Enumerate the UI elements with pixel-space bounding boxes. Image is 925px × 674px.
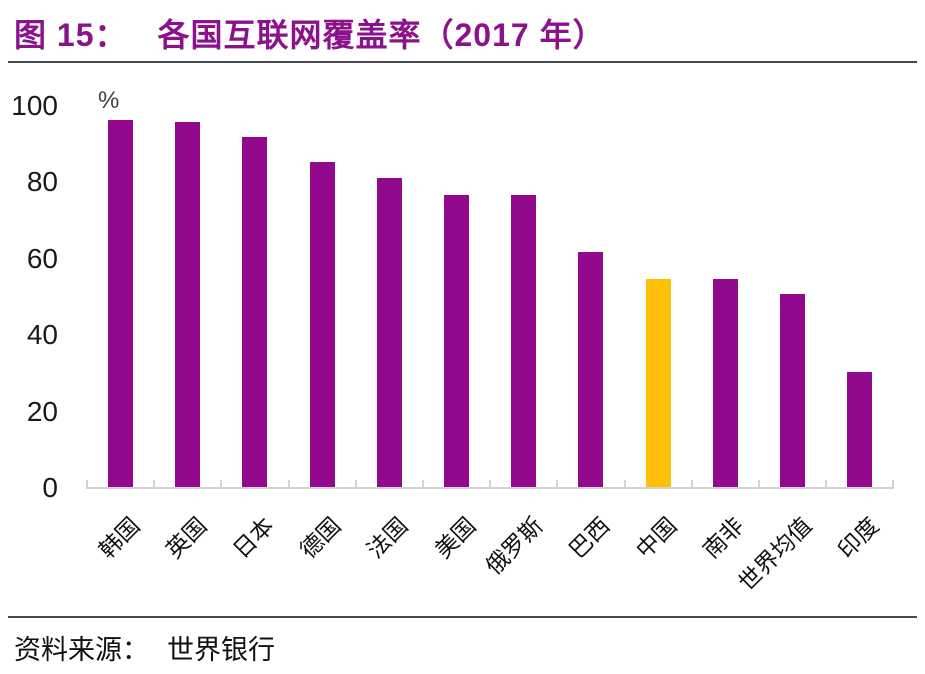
figure-number: 图 15：: [14, 17, 128, 53]
bar-印度: [847, 372, 873, 487]
source-value: 世界银行: [167, 635, 275, 665]
x-axis-tick: [489, 480, 492, 487]
bar-世界均值: [780, 294, 805, 487]
x-axis-tick: [421, 480, 424, 487]
bar-美国: [444, 195, 469, 487]
x-category-label-韩国: 韩国: [93, 512, 145, 564]
x-axis-tick: [85, 480, 88, 487]
y-tick-label-100: 100: [11, 90, 58, 121]
figure-title-text: 各国互联网覆盖率（2017 年）: [157, 17, 606, 53]
y-tick-label-60: 60: [26, 242, 58, 274]
bar-韩国: [108, 120, 133, 487]
y-axis-unit-label: %: [98, 87, 120, 114]
x-axis-tick: [757, 480, 760, 487]
x-axis-tick: [556, 480, 559, 487]
x-axis-tick: [220, 480, 223, 487]
x-axis-tick: [354, 480, 357, 487]
footer-divider: [8, 616, 917, 618]
y-tick-label-40: 40: [26, 319, 58, 351]
bar-chart: % 0 20 40 60 80 100 韩国 英国 日本 德国 法国 美国 俄罗斯 巴西 中国 南非 世界均值…: [0, 75, 925, 610]
x-axis-tick: [287, 480, 290, 487]
source-label: 资料来源：: [14, 635, 149, 665]
x-axis-tick: [623, 480, 626, 487]
bar-日本: [242, 137, 268, 487]
x-category-label-印度: 印度: [832, 512, 884, 564]
x-axis-line: [86, 487, 894, 489]
x-axis-tick: [892, 480, 895, 487]
source-line: 资料来源： 世界银行: [14, 628, 275, 667]
bar-俄罗斯: [511, 195, 537, 487]
x-category-label-德国: 德国: [294, 512, 346, 564]
figure-title: 图 15： 各国互联网覆盖率（2017 年）: [14, 10, 606, 56]
x-category-label-日本: 日本: [227, 512, 279, 564]
x-axis-tick: [153, 480, 156, 487]
bar-法国: [376, 178, 402, 487]
x-category-label-巴西: 巴西: [563, 512, 615, 564]
header-divider: [8, 61, 917, 63]
y-tick-label-20: 20: [26, 395, 58, 427]
y-tick-label-0: 0: [42, 472, 58, 503]
x-category-label-南非: 南非: [698, 512, 749, 564]
x-category-label-美国: 美国: [429, 512, 481, 564]
bar-德国: [309, 162, 335, 487]
bar-英国: [175, 122, 201, 487]
y-tick-label-80: 80: [26, 166, 58, 198]
bar-巴西: [578, 252, 604, 487]
x-category-label-中国: 中国: [630, 512, 682, 564]
bar-南非: [712, 279, 738, 487]
x-category-label-英国: 英国: [160, 512, 212, 564]
x-axis-tick: [690, 480, 693, 487]
x-axis-tick: [825, 480, 828, 487]
x-category-label-俄罗斯: 俄罗斯: [480, 512, 548, 580]
x-category-label-法国: 法国: [362, 512, 413, 564]
bar-中国: [645, 279, 671, 487]
x-category-label-世界均值: 世界均值: [732, 512, 817, 596]
